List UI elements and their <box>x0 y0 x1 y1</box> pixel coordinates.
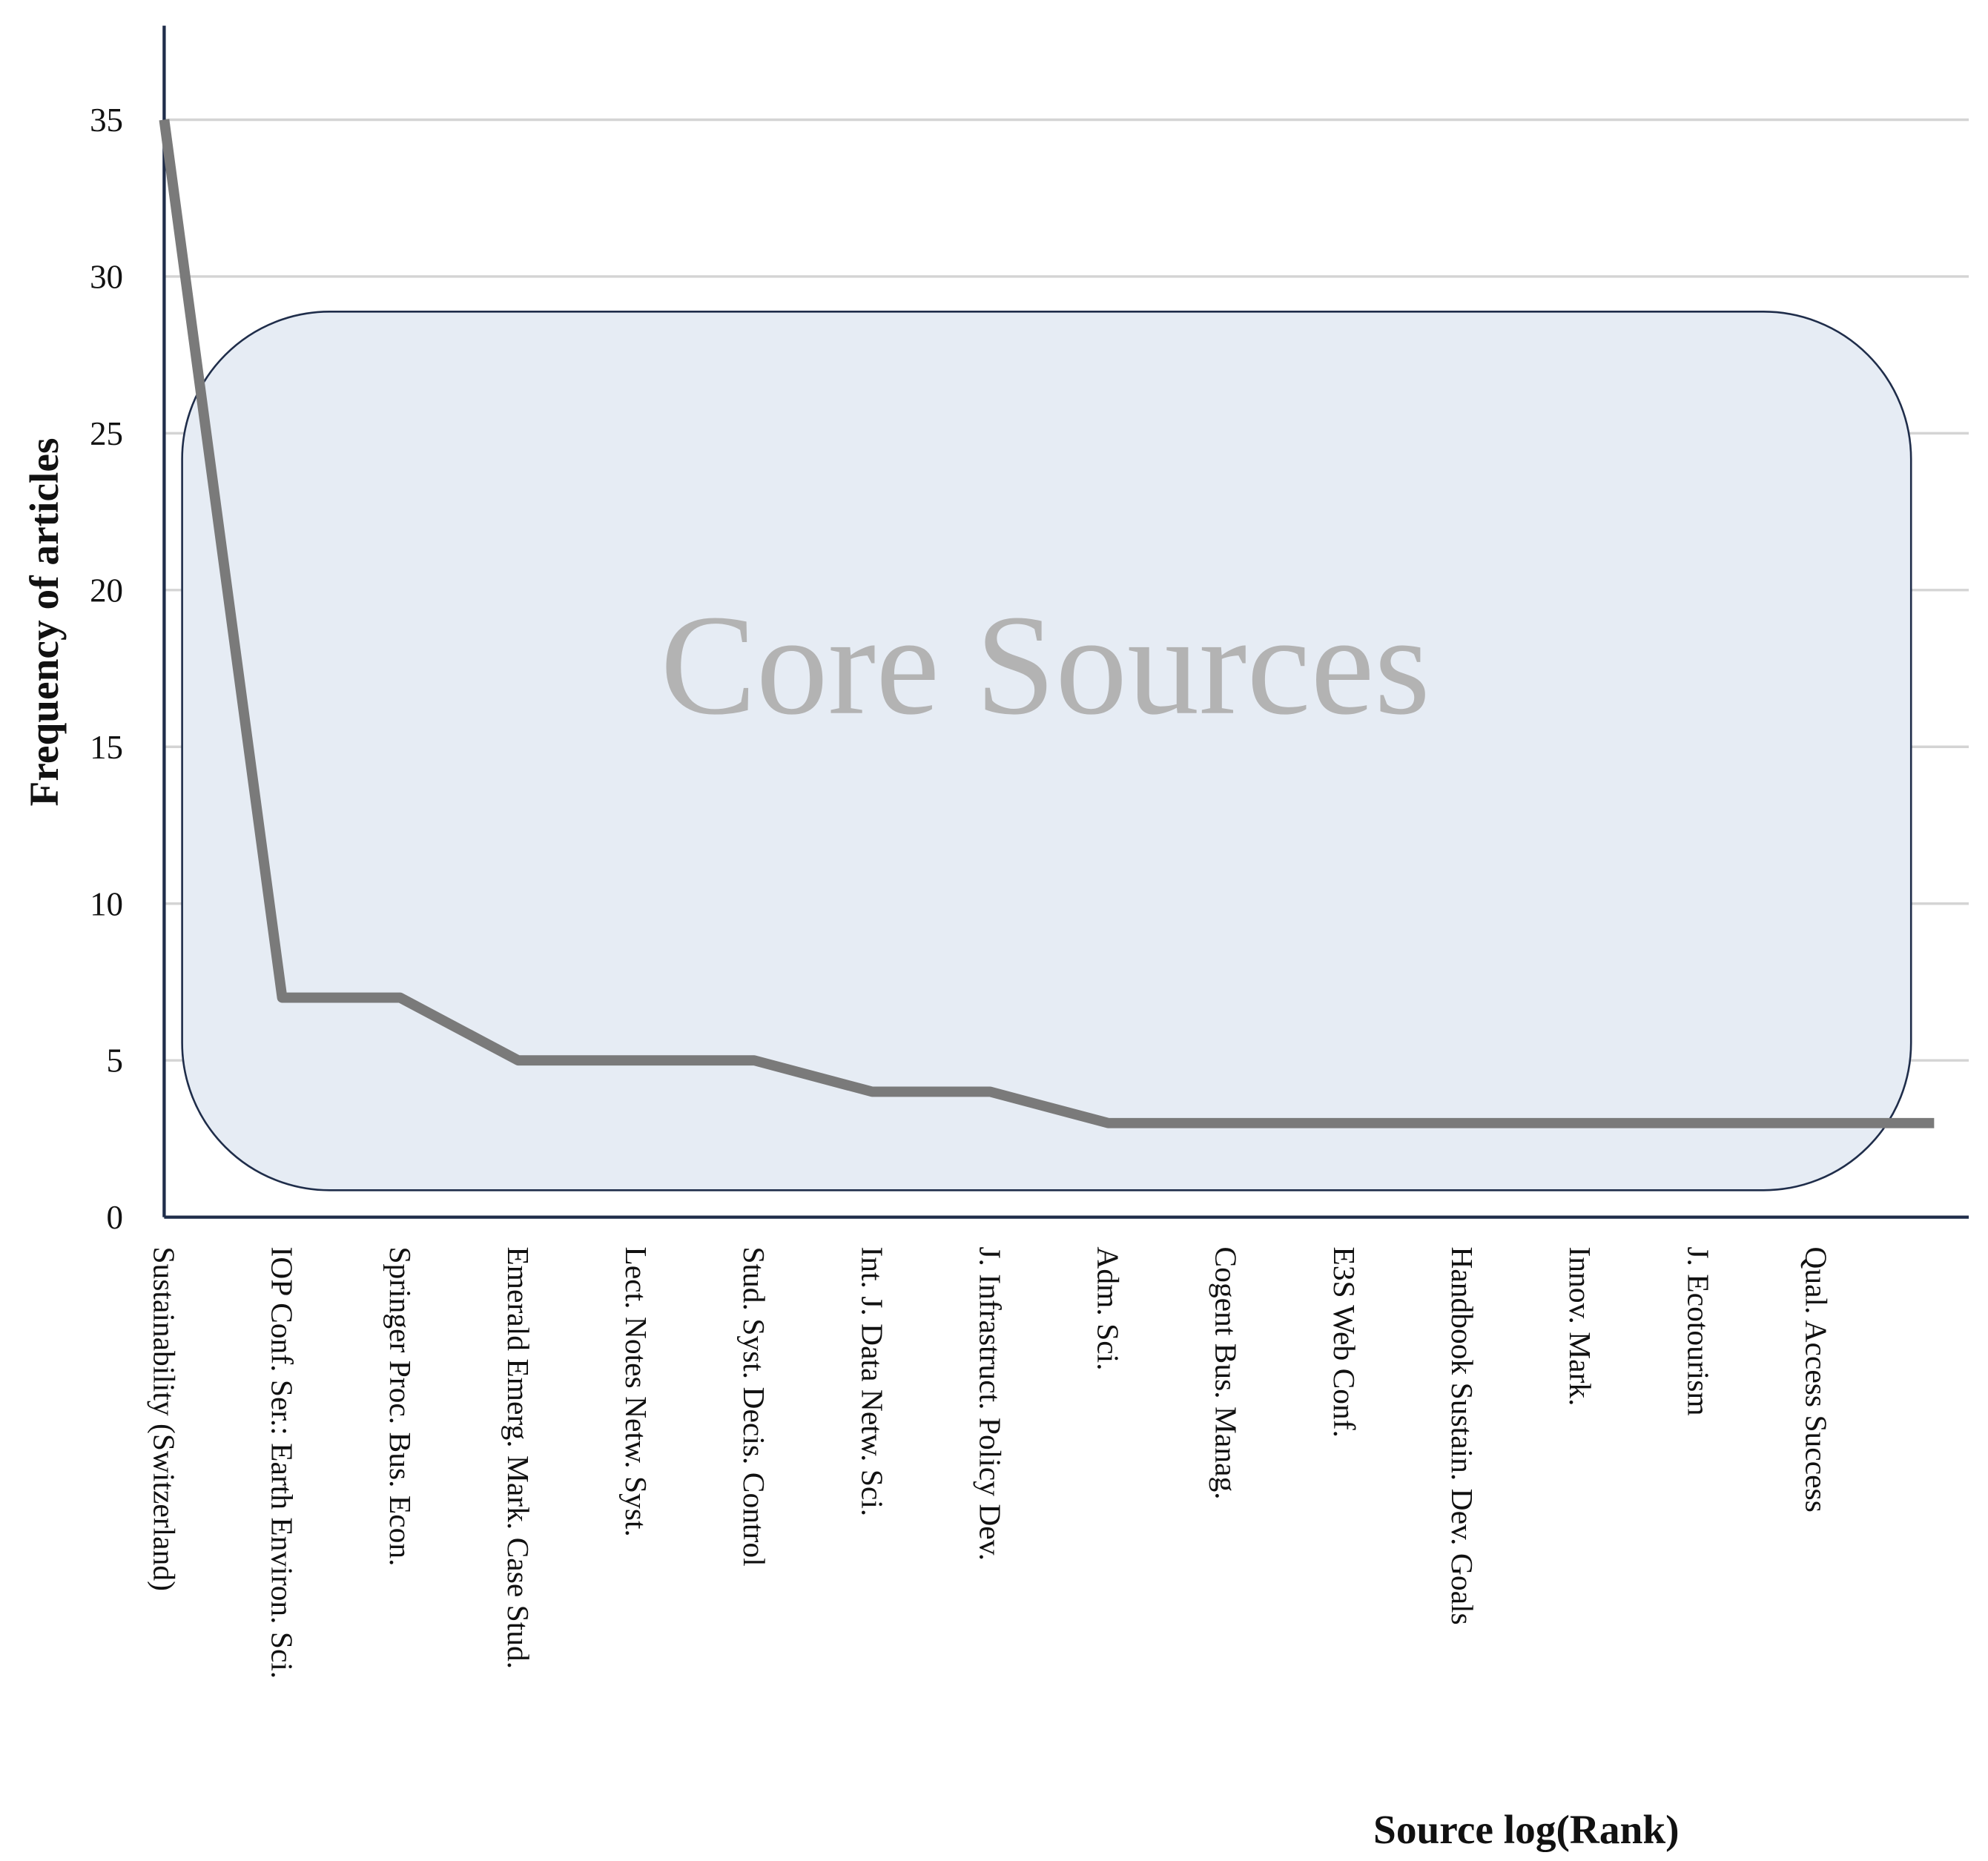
x-tick-label: E3S Web Conf. <box>1327 1246 1361 1438</box>
x-axis-label: Source log(Rank) <box>1373 1807 1680 1852</box>
y-tick-label: 25 <box>90 415 123 452</box>
annotation: Core Sources <box>661 585 1430 744</box>
x-tick-label: Stud. Syst. Decis. Control <box>737 1246 771 1566</box>
x-tick-label: Innov. Mark. <box>1563 1246 1597 1406</box>
x-tick-label: IOP Conf. Ser.: Earth Environ. Sci. <box>265 1246 300 1679</box>
y-tick-label: 35 <box>90 102 123 139</box>
y-tick-label: 0 <box>107 1199 123 1236</box>
x-tick-label: Emerald Emerg. Mark. Case Stud. <box>501 1246 535 1669</box>
y-tick-label: 30 <box>90 258 123 295</box>
y-tick-label: 20 <box>90 572 123 609</box>
y-axis-label: Frequency of articles <box>22 437 67 806</box>
x-tick-label: Lect. Notes Netw. Syst. <box>619 1246 653 1537</box>
x-tick-label: Cogent Bus. Manag. <box>1209 1246 1244 1499</box>
y-tick-label: 5 <box>107 1042 123 1080</box>
x-tick-label: J. Infrastruct. Policy Dev. <box>973 1246 1007 1561</box>
x-tick-label: Int. J. Data Netw. Sci. <box>855 1246 889 1516</box>
x-tick-label: Handbook Sustain. Dev. Goals <box>1445 1246 1479 1624</box>
x-tick-label: Qual. Access Success <box>1799 1246 1833 1512</box>
data-line <box>159 119 1935 1128</box>
x-tick-label: J. Ecotourism <box>1681 1246 1715 1415</box>
x-tick-label: Sustainability (Switzerland) <box>147 1246 182 1591</box>
core-sources-box <box>181 311 1912 1191</box>
y-tick-label: 10 <box>90 885 123 922</box>
y-tick-label: 15 <box>90 729 123 766</box>
x-tick-label: Springer Proc. Bus. Econ. <box>383 1246 417 1566</box>
x-tick-label: Adm. Sci. <box>1092 1246 1126 1370</box>
